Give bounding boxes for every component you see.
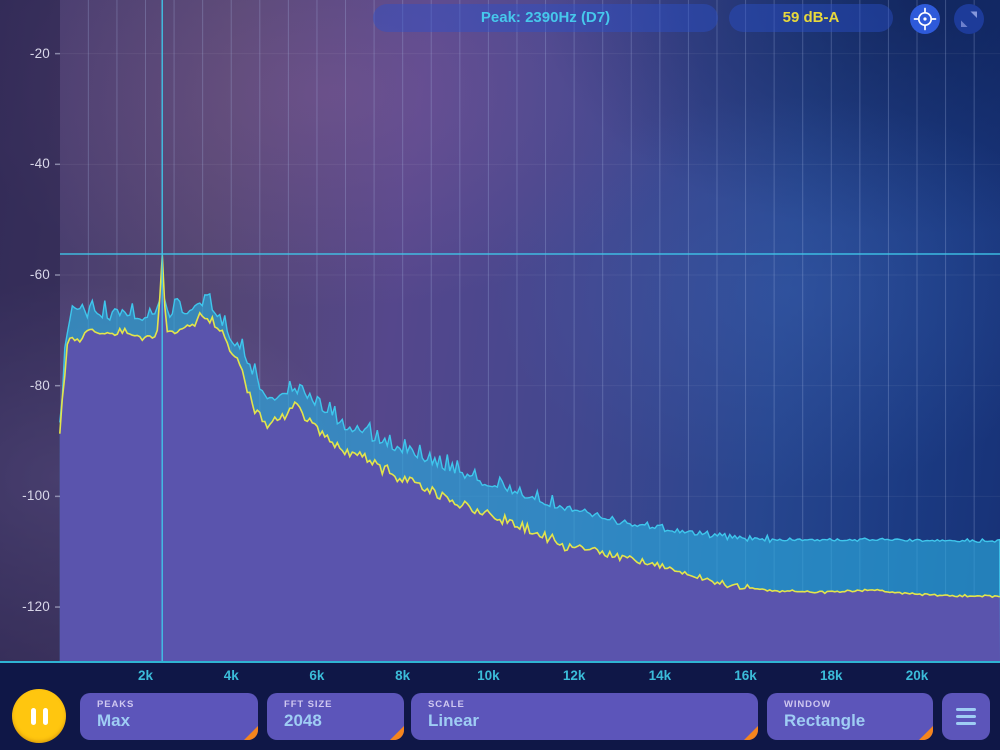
current-spectrum-line xyxy=(59,290,1000,663)
crosshair-icon xyxy=(913,7,937,31)
peaks-dropdown[interactable]: PEAKS Max xyxy=(80,693,258,740)
fft-size-dropdown[interactable]: FFT SIZE 2048 xyxy=(267,693,404,740)
fft-size-dropdown-label: FFT SIZE xyxy=(284,699,333,710)
window-dropdown-value: Rectangle xyxy=(784,711,866,730)
spectrum-chart xyxy=(0,0,1000,663)
pause-icon xyxy=(30,707,48,725)
scale-dropdown-value: Linear xyxy=(428,711,480,730)
max-spectrum-area xyxy=(59,255,1000,663)
max-spectrum-line xyxy=(59,255,1000,599)
scale-dropdown-label: SCALE xyxy=(428,699,465,710)
scale-dropdown[interactable]: SCALE Linear xyxy=(411,693,758,740)
menu-icon xyxy=(956,708,976,725)
dropdown-corner-badge xyxy=(390,726,404,740)
expand-icon xyxy=(961,11,977,27)
peaks-dropdown-label: PEAKS xyxy=(97,699,135,710)
peak-frequency-readout: Peak: 2390Hz (D7) xyxy=(373,4,718,32)
spl-level-readout: 59 dB-A xyxy=(729,4,893,32)
pause-button[interactable] xyxy=(12,689,66,743)
fft-size-dropdown-value: 2048 xyxy=(284,711,322,730)
window-dropdown[interactable]: WINDOW Rectangle xyxy=(767,693,933,740)
dropdown-corner-badge xyxy=(919,726,933,740)
peak-readout-text: Peak: 2390Hz (D7) xyxy=(480,9,611,26)
dropdown-corner-badge xyxy=(244,726,258,740)
spectrum-plot[interactable]: -20 -40 -60 -80 -100 -120 xyxy=(0,0,1000,663)
dropdown-corner-badge xyxy=(744,726,758,740)
level-readout-text: 59 dB-A xyxy=(782,9,840,26)
crosshair-button[interactable] xyxy=(910,4,940,34)
expand-button[interactable] xyxy=(954,4,984,34)
peaks-dropdown-value: Max xyxy=(97,711,131,730)
window-dropdown-label: WINDOW xyxy=(784,699,832,710)
menu-button[interactable] xyxy=(942,693,990,740)
y-axis-gutter xyxy=(0,0,60,663)
